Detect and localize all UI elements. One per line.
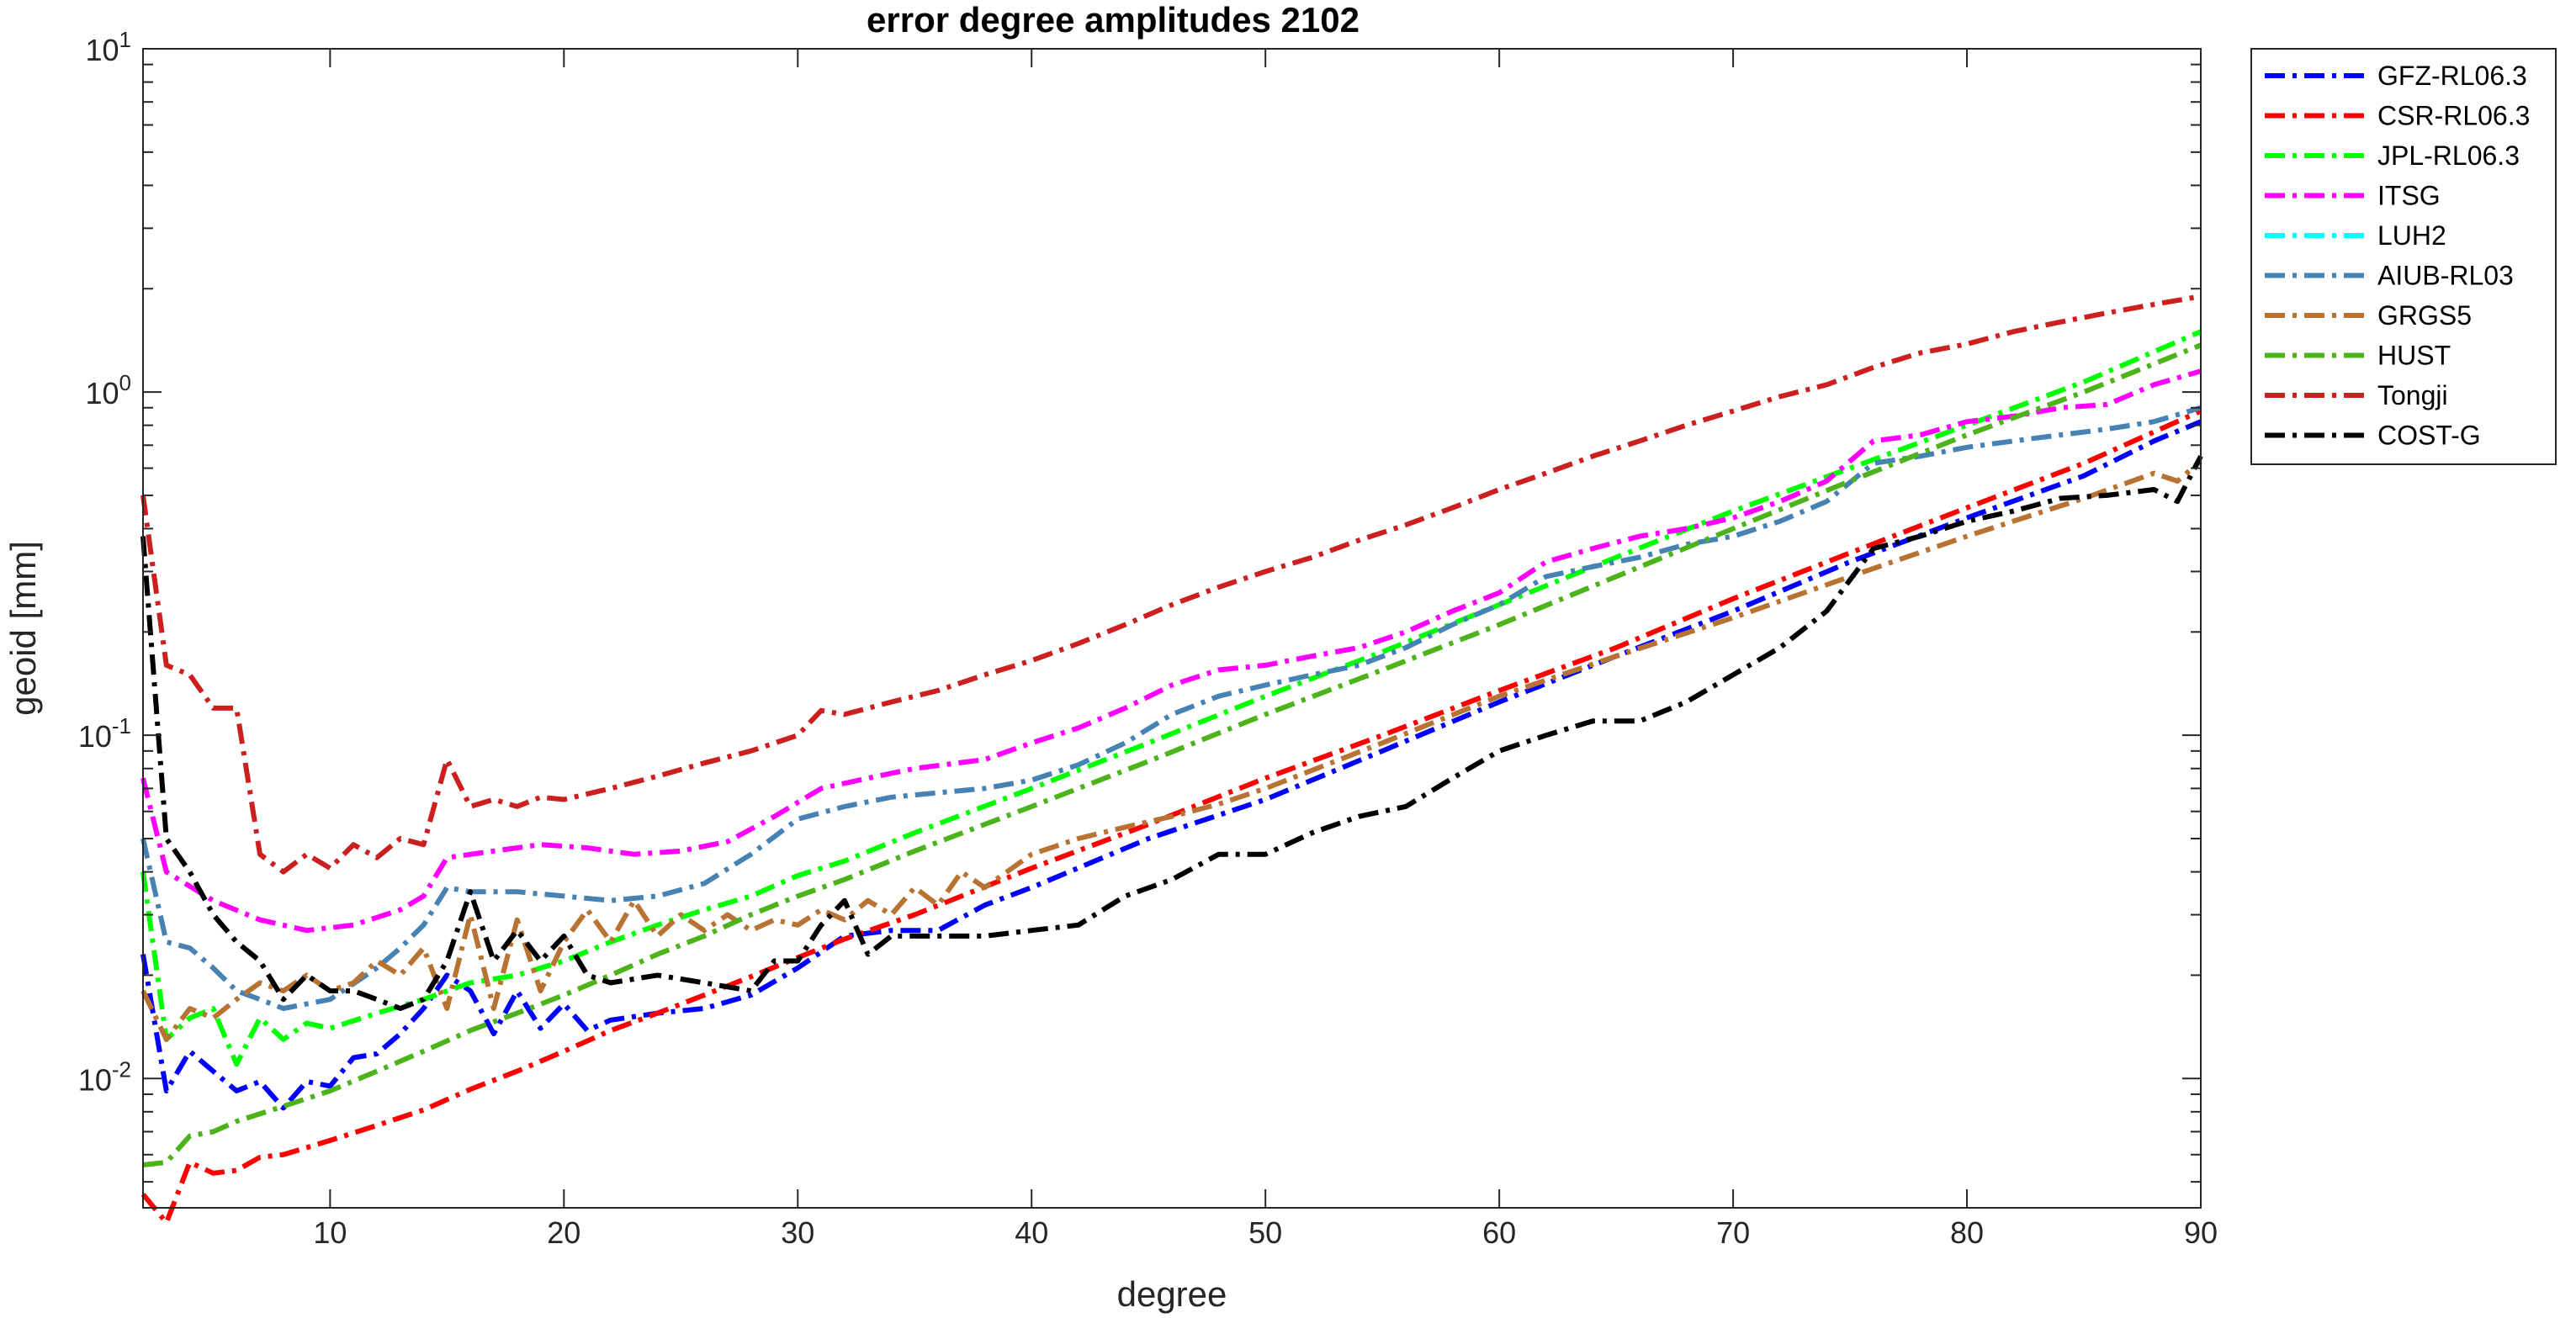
x-tick-label: 70 [1716, 1215, 1750, 1250]
series-line-tongji [140, 294, 2202, 875]
x-tick-label: 40 [1015, 1215, 1048, 1250]
legend-label-cost-g: COST-G [2377, 421, 2481, 451]
legend-label-itsg: ITSG [2377, 181, 2441, 211]
legend-label-jpl-rl06-3: JPL-RL06.3 [2377, 140, 2520, 171]
series-line-csr-rl06-3 [140, 408, 2202, 1225]
series-layer [140, 294, 2203, 1225]
series-line-cost-g [140, 455, 2203, 1011]
y-tick-label: 10-2 [78, 1056, 131, 1097]
legend: GFZ-RL06.3 CSR-RL06.3 JPL-RL06.3 ITSG LUH2 AI… [2250, 48, 2557, 465]
legend-label-grgs5: GRGS5 [2377, 300, 2472, 331]
legend-label-gfz-rl06-3: GFZ-RL06.3 [2377, 61, 2527, 91]
series-line-hust [142, 342, 2202, 1167]
x-axis-label: degree [1117, 1274, 1227, 1314]
plot-frame [142, 48, 2202, 1209]
legend-label-tongji: Tongji [2377, 380, 2448, 410]
legend-label-csr-rl06-3: CSR-RL06.3 [2377, 101, 2530, 131]
x-tick-label: 30 [781, 1215, 814, 1250]
x-tick-label: 80 [1950, 1215, 1984, 1250]
x-tick-label: 90 [2184, 1215, 2218, 1250]
y-tick-label: 10-1 [78, 713, 131, 754]
x-tick-label: 20 [547, 1215, 580, 1250]
legend-label-hust: HUST [2377, 341, 2451, 371]
x-tick-label: 50 [1248, 1215, 1282, 1250]
legend-label-aiub-rl03: AIUB-RL03 [2377, 261, 2514, 291]
series-line-gfz-rl06-3 [140, 419, 2202, 1111]
series-line-itsg [140, 368, 2202, 934]
chart-title: error degree amplitudes 2102 [867, 0, 1360, 40]
ticks-layer: 10 20 30 40 50 60 70 80 90 10-2 10-1 100 101 [78, 27, 2218, 1250]
legend-items: GFZ-RL06.3 CSR-RL06.3 JPL-RL06.3 ITSG LUH2 AI… [2265, 61, 2530, 451]
legend-label-luh2: LUH2 [2377, 220, 2446, 251]
plot-area [143, 49, 2201, 1208]
series-line-grgs5 [140, 458, 2202, 1042]
y-axis-label: geoid [mm] [3, 541, 43, 716]
x-tick-label: 10 [313, 1215, 347, 1250]
legend-box [2250, 48, 2557, 465]
y-tick-label: 101 [85, 27, 131, 67]
x-tick-label: 60 [1482, 1215, 1516, 1250]
y-tick-label: 100 [85, 370, 131, 410]
series-line-aiub-rl03 [140, 405, 2202, 1011]
